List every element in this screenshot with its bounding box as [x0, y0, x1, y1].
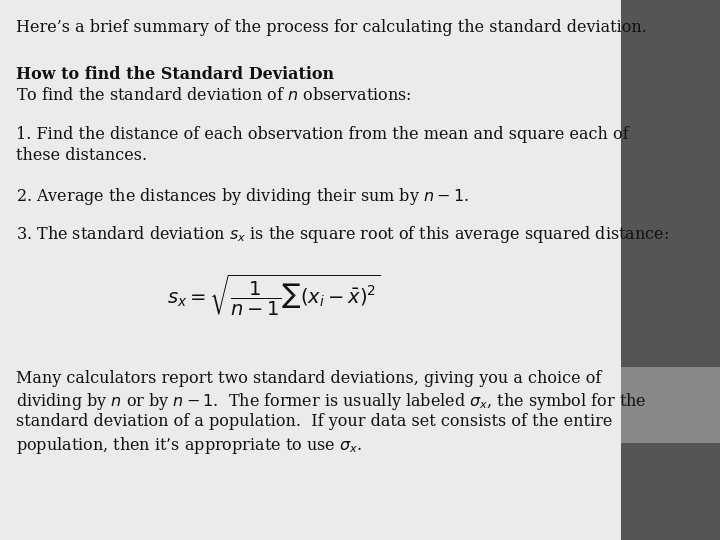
Text: Here’s a brief summary of the process for calculating the standard deviation.: Here’s a brief summary of the process fo… — [16, 19, 647, 36]
Text: population, then it’s appropriate to use $\sigma_x$.: population, then it’s appropriate to use… — [16, 435, 362, 456]
Text: 2. Average the distances by dividing their sum by $n - 1$.: 2. Average the distances by dividing the… — [16, 186, 469, 207]
Text: $s_x = \sqrt{\dfrac{1}{n-1}\sum(x_i - \bar{x})^2}$: $s_x = \sqrt{\dfrac{1}{n-1}\sum(x_i - \b… — [167, 273, 380, 318]
Text: standard deviation of a population.  If your data set consists of the entire: standard deviation of a population. If y… — [16, 413, 612, 430]
FancyBboxPatch shape — [621, 0, 720, 367]
FancyBboxPatch shape — [621, 367, 720, 443]
Text: Many calculators report two standard deviations, giving you a choice of: Many calculators report two standard dev… — [16, 370, 601, 387]
Text: To find the standard deviation of $n$ observations:: To find the standard deviation of $n$ ob… — [16, 87, 412, 104]
FancyBboxPatch shape — [0, 0, 621, 540]
Text: dividing by $n$ or by $n - 1$.  The former is usually labeled $\sigma_x$, the sy: dividing by $n$ or by $n - 1$. The forme… — [16, 392, 647, 413]
Text: 1. Find the distance of each observation from the mean and square each of: 1. Find the distance of each observation… — [16, 126, 629, 143]
Text: How to find the Standard Deviation: How to find the Standard Deviation — [16, 66, 334, 83]
FancyBboxPatch shape — [621, 443, 720, 540]
Text: 3. The standard deviation $s_x$ is the square root of this average squared dista: 3. The standard deviation $s_x$ is the s… — [16, 224, 669, 245]
Text: these distances.: these distances. — [16, 147, 147, 164]
